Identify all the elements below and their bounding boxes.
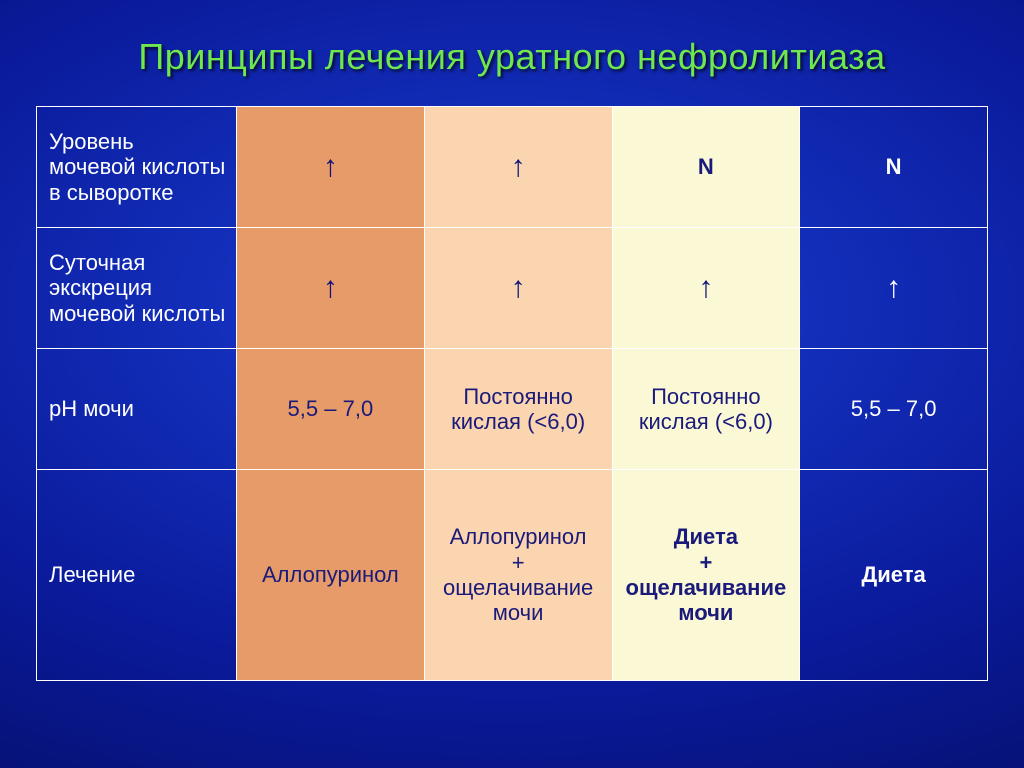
cell-ph-c1: 5,5 – 7,0 — [237, 349, 425, 470]
row-label-excretion: Суточная экскреция мочевой кислоты — [37, 228, 237, 349]
arrow-up-icon: ↑ — [323, 150, 338, 183]
cell-serum-c3: N — [612, 107, 800, 228]
cell-ph-c3: Постоянно кислая (<6,0) — [612, 349, 800, 470]
cell-serum-c2: ↑ — [424, 107, 612, 228]
row-label-serum: Уровень мочевой кислоты в сыворотке — [37, 107, 237, 228]
table-row: рН мочи 5,5 – 7,0 Постоянно кислая (<6,0… — [37, 349, 988, 470]
slide: Принципы лечения уратного нефролитиаза У… — [0, 0, 1024, 768]
arrow-up-icon: ↑ — [511, 150, 526, 183]
arrow-up-icon: ↑ — [323, 271, 338, 304]
treatment-table: Уровень мочевой кислоты в сыворотке ↑ ↑ … — [36, 106, 988, 681]
cell-excretion-c2: ↑ — [424, 228, 612, 349]
arrow-up-icon: ↑ — [511, 271, 526, 304]
cell-treatment-c4: Диета — [800, 470, 988, 681]
cell-ph-c4: 5,5 – 7,0 — [800, 349, 988, 470]
cell-ph-c2: Постоянно кислая (<6,0) — [424, 349, 612, 470]
cell-serum-c4: N — [800, 107, 988, 228]
table-row: Лечение Аллопуринол Аллопуринол+ощелачив… — [37, 470, 988, 681]
cell-excretion-c1: ↑ — [237, 228, 425, 349]
cell-serum-c1: ↑ — [237, 107, 425, 228]
arrow-up-icon: ↑ — [698, 271, 713, 304]
cell-treatment-c1: Аллопуринол — [237, 470, 425, 681]
table-row: Суточная экскреция мочевой кислоты ↑ ↑ ↑… — [37, 228, 988, 349]
slide-title: Принципы лечения уратного нефролитиаза — [36, 36, 988, 78]
cell-treatment-c2: Аллопуринол+ощелачивание мочи — [424, 470, 612, 681]
row-label-ph: рН мочи — [37, 349, 237, 470]
cell-excretion-c4: ↑ — [800, 228, 988, 349]
row-label-treatment: Лечение — [37, 470, 237, 681]
arrow-up-icon: ↑ — [886, 271, 901, 304]
cell-excretion-c3: ↑ — [612, 228, 800, 349]
cell-treatment-c3: Диета+ощелачивание мочи — [612, 470, 800, 681]
table-row: Уровень мочевой кислоты в сыворотке ↑ ↑ … — [37, 107, 988, 228]
